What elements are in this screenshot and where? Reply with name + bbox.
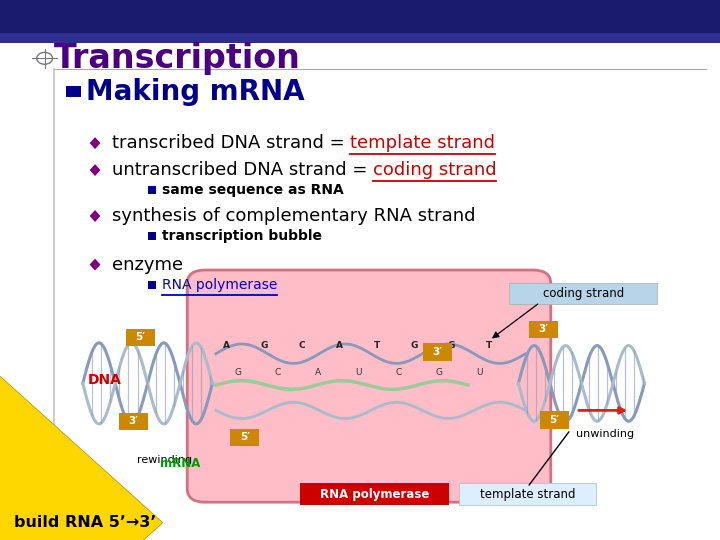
Text: 5′: 5′ <box>549 415 559 425</box>
Text: G: G <box>448 341 455 350</box>
Text: G: G <box>261 341 268 350</box>
Text: T: T <box>486 341 492 350</box>
FancyBboxPatch shape <box>126 329 155 346</box>
Text: C: C <box>298 341 305 350</box>
FancyBboxPatch shape <box>66 86 81 97</box>
FancyBboxPatch shape <box>509 283 657 304</box>
Text: Transcription: Transcription <box>54 42 301 75</box>
Text: transcription bubble: transcription bubble <box>162 229 322 243</box>
Text: build RNA 5’→3’: build RNA 5’→3’ <box>14 515 156 530</box>
Text: G: G <box>234 368 241 377</box>
Text: 3′: 3′ <box>433 347 443 357</box>
Text: 3′: 3′ <box>128 416 138 426</box>
Text: A: A <box>223 341 230 350</box>
FancyBboxPatch shape <box>0 0 720 33</box>
Polygon shape <box>89 259 101 271</box>
Text: unwinding: unwinding <box>576 429 634 439</box>
Text: 5′: 5′ <box>135 333 145 342</box>
FancyBboxPatch shape <box>529 321 558 338</box>
Text: DNA: DNA <box>87 373 122 387</box>
FancyBboxPatch shape <box>0 33 720 43</box>
Text: synthesis of complementary RNA strand: synthesis of complementary RNA strand <box>112 207 475 225</box>
Text: Making mRNA: Making mRNA <box>86 78 305 106</box>
Text: same sequence as RNA: same sequence as RNA <box>162 183 343 197</box>
Text: coding strand: coding strand <box>373 161 496 179</box>
Text: U: U <box>476 368 483 377</box>
Text: 3′: 3′ <box>539 325 549 334</box>
Text: template strand: template strand <box>350 134 495 152</box>
Text: 5′: 5′ <box>240 433 250 442</box>
FancyBboxPatch shape <box>148 186 156 194</box>
Text: C: C <box>275 368 281 377</box>
FancyBboxPatch shape <box>459 483 596 505</box>
FancyBboxPatch shape <box>300 483 449 505</box>
Text: mRNA: mRNA <box>160 457 200 470</box>
Text: G: G <box>410 341 418 350</box>
FancyBboxPatch shape <box>119 413 148 430</box>
Polygon shape <box>89 210 101 222</box>
Text: T: T <box>374 341 379 350</box>
FancyBboxPatch shape <box>230 429 259 446</box>
Text: A: A <box>336 341 343 350</box>
Text: untranscribed DNA strand =: untranscribed DNA strand = <box>112 161 373 179</box>
FancyBboxPatch shape <box>148 232 156 240</box>
FancyBboxPatch shape <box>187 270 551 502</box>
Text: A: A <box>315 368 321 377</box>
Text: RNA polymerase: RNA polymerase <box>162 278 277 292</box>
FancyBboxPatch shape <box>540 411 569 429</box>
FancyArrowPatch shape <box>0 373 163 540</box>
FancyBboxPatch shape <box>148 281 156 289</box>
Text: C: C <box>396 368 402 377</box>
Polygon shape <box>89 164 101 176</box>
Text: G: G <box>436 368 443 377</box>
Text: rewinding: rewinding <box>137 455 192 465</box>
Text: enzyme: enzyme <box>112 255 183 274</box>
Text: U: U <box>355 368 362 377</box>
FancyBboxPatch shape <box>423 343 452 361</box>
Polygon shape <box>89 137 101 149</box>
Text: template strand: template strand <box>480 488 575 501</box>
Text: coding strand: coding strand <box>543 287 624 300</box>
Text: RNA polymerase: RNA polymerase <box>320 488 429 501</box>
Text: transcribed DNA strand =: transcribed DNA strand = <box>112 134 350 152</box>
